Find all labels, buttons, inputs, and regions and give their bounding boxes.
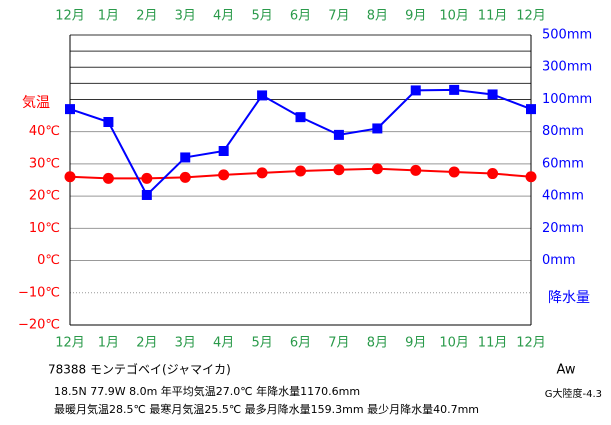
y2-tick-label: 80mm bbox=[542, 124, 584, 139]
data-point bbox=[526, 104, 536, 115]
data-point bbox=[64, 171, 76, 183]
x-tick-label: 4月 bbox=[213, 9, 234, 24]
x-tick-label: 12月 bbox=[55, 336, 85, 351]
x-tick-label: 7月 bbox=[328, 336, 349, 351]
data-point bbox=[449, 84, 460, 95]
data-point bbox=[218, 169, 230, 181]
x-tick-label: 2月 bbox=[136, 9, 157, 24]
climate-class: Aw bbox=[557, 363, 576, 378]
x-tick-label: 9月 bbox=[405, 336, 426, 351]
y2-tick-label: 40mm bbox=[542, 189, 584, 204]
x-tick-label: 7月 bbox=[328, 9, 349, 24]
data-point bbox=[103, 117, 114, 127]
x-tick-label: 8月 bbox=[367, 9, 388, 24]
y2-tick-label: 60mm bbox=[542, 156, 584, 171]
y2-tick-label: 100mm bbox=[542, 92, 592, 107]
data-point bbox=[487, 168, 499, 180]
data-point bbox=[333, 129, 344, 140]
y-tick-label: −20℃ bbox=[18, 318, 60, 333]
data-point bbox=[180, 152, 191, 163]
data-point bbox=[487, 89, 498, 100]
y2-axis-label: 降水量 bbox=[548, 290, 590, 306]
x-tick-label: 5月 bbox=[251, 336, 272, 351]
data-point bbox=[141, 172, 153, 184]
series-line bbox=[69, 88, 532, 197]
x-tick-label: 6月 bbox=[290, 9, 311, 24]
y-tick-label: 10℃ bbox=[29, 221, 60, 236]
x-tick-label: 11月 bbox=[478, 336, 508, 351]
data-point bbox=[372, 123, 383, 134]
x-tick-label: 10月 bbox=[439, 336, 469, 351]
data-point bbox=[410, 85, 421, 96]
x-tick-label: 8月 bbox=[367, 336, 388, 351]
data-point bbox=[448, 166, 460, 178]
data-point bbox=[333, 164, 345, 176]
data-point bbox=[525, 171, 537, 183]
x-tick-label: 1月 bbox=[98, 336, 119, 351]
y2-tick-label: 20mm bbox=[542, 221, 584, 236]
x-tick-label: 10月 bbox=[439, 9, 469, 24]
x-tick-label: 1月 bbox=[98, 9, 119, 24]
y2-tick-label: 0mm bbox=[542, 253, 576, 268]
station: 78388 モンテゴベイ(ジャマイカ) bbox=[48, 362, 231, 377]
y-tick-label: 30℃ bbox=[29, 156, 60, 171]
x-tick-label: 9月 bbox=[405, 9, 426, 24]
data-point bbox=[256, 167, 268, 179]
x-tick-label: 12月 bbox=[55, 9, 85, 24]
x-tick-label: 4月 bbox=[213, 336, 234, 351]
x-tick-label: 6月 bbox=[290, 336, 311, 351]
y-tick-label: −10℃ bbox=[18, 285, 60, 300]
data-point bbox=[179, 171, 191, 183]
x-tick-label: 2月 bbox=[136, 336, 157, 351]
x-tick-label: 11月 bbox=[478, 9, 508, 24]
y2-tick-label: 300mm bbox=[542, 60, 592, 75]
x-tick-label: 3月 bbox=[175, 9, 196, 24]
y-tick-label: 0℃ bbox=[37, 253, 60, 268]
footer-line: 最暖月気温28.5℃ 最寒月気温25.5℃ 最多月降水量159.3mm 最少月降… bbox=[54, 402, 479, 416]
data-point bbox=[295, 112, 306, 123]
data-point bbox=[218, 146, 229, 156]
data-point bbox=[257, 90, 268, 101]
y-tick-label: 20℃ bbox=[29, 189, 60, 204]
data-point bbox=[102, 172, 114, 184]
data-point bbox=[410, 164, 422, 176]
x-tick-label: 12月 bbox=[516, 336, 546, 351]
y-tick-label: 40℃ bbox=[29, 124, 60, 139]
data-point bbox=[141, 189, 152, 200]
data-point bbox=[65, 104, 75, 115]
x-tick-label: 3月 bbox=[175, 336, 196, 351]
data-point bbox=[295, 165, 306, 177]
footer-line: 18.5N 77.9W 8.0m 年平均気温27.0℃ 年降水量1170.6mm bbox=[54, 384, 360, 398]
x-tick-label: 12月 bbox=[516, 9, 546, 24]
continentality: G大陸度-4.3 bbox=[545, 387, 602, 400]
y-axis-label: 気温 bbox=[22, 95, 50, 111]
x-tick-label: 5月 bbox=[251, 9, 272, 24]
data-point bbox=[371, 163, 383, 175]
y2-tick-label: 500mm bbox=[542, 28, 592, 43]
